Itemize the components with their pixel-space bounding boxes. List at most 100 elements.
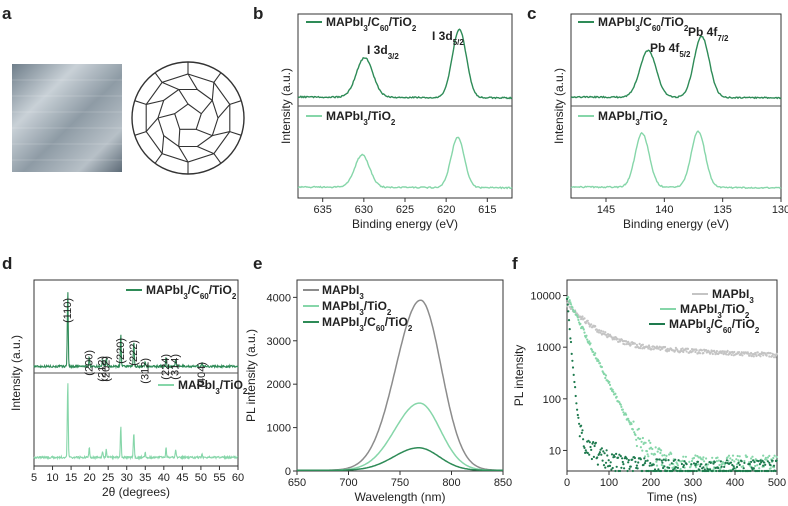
data-point-f-1 xyxy=(625,413,628,416)
data-point-f-2 xyxy=(602,450,605,453)
data-point-f-0 xyxy=(681,347,684,350)
data-point-f-2 xyxy=(593,444,596,448)
reflection-label-4: (220) xyxy=(115,338,127,364)
data-point-f-2 xyxy=(576,413,579,417)
data-point-f-2 xyxy=(742,467,745,470)
data-point-f-0 xyxy=(666,347,669,350)
series-line-b-0 xyxy=(297,28,513,100)
data-point-f-1 xyxy=(705,457,708,460)
data-point-f-1 xyxy=(635,438,638,441)
x-tick-label-c-135: 135 xyxy=(713,204,731,216)
data-point-f-0 xyxy=(725,353,728,356)
data-point-f-1 xyxy=(586,338,589,341)
data-point-f-2 xyxy=(719,460,723,463)
data-point-f-0 xyxy=(755,354,758,358)
data-point-f-1 xyxy=(756,464,759,467)
data-point-f-0 xyxy=(737,351,741,354)
data-point-f-2 xyxy=(599,448,602,451)
data-point-f-1 xyxy=(655,464,659,467)
data-point-f-1 xyxy=(641,449,644,452)
data-point-f-1 xyxy=(765,458,768,461)
data-point-f-1 xyxy=(635,444,639,448)
x-tick-label-d-5: 5 xyxy=(31,472,37,484)
data-point-f-0 xyxy=(774,354,778,357)
data-point-f-2 xyxy=(676,469,679,473)
x-tick-label-d-45: 45 xyxy=(176,472,188,484)
data-point-f-1 xyxy=(639,446,643,449)
data-point-f-0 xyxy=(598,329,601,332)
data-point-f-0 xyxy=(599,331,602,334)
data-point-f-2 xyxy=(666,469,669,472)
data-point-f-1 xyxy=(585,334,588,337)
x-axis-label-b: Binding energy (eV) xyxy=(352,217,458,231)
data-point-f-2 xyxy=(620,466,623,469)
data-point-f-1 xyxy=(615,395,618,398)
data-point-f-2 xyxy=(717,467,720,470)
data-point-f-2 xyxy=(711,469,714,473)
data-point-f-1 xyxy=(694,454,697,457)
data-point-f-1 xyxy=(711,456,714,459)
data-point-f-1 xyxy=(735,458,738,461)
data-point-f-0 xyxy=(604,331,607,334)
data-point-f-1 xyxy=(645,450,649,453)
data-point-f-2 xyxy=(767,469,770,473)
c60-bond xyxy=(211,82,215,101)
data-point-f-2 xyxy=(601,459,604,462)
data-point-f-2 xyxy=(752,459,755,462)
c60-bond xyxy=(134,100,147,105)
data-point-f-1 xyxy=(592,350,595,353)
data-point-f-1 xyxy=(608,383,612,386)
data-point-f-2 xyxy=(658,458,661,461)
data-point-f-2 xyxy=(622,463,625,466)
data-point-f-1 xyxy=(670,452,673,455)
chart-d-xrd: MAPbI3/C60/TiO2 MAPbI3/TiO2 (110) (200) (212… xyxy=(9,279,248,499)
data-point-f-1 xyxy=(754,464,757,468)
x-axis-label-f: Time (ns) xyxy=(647,490,697,504)
data-point-f-1 xyxy=(665,454,668,457)
data-point-f-1 xyxy=(604,376,607,380)
legend-label-c-1: MAPbI3/TiO2 xyxy=(598,109,668,127)
data-point-f-2 xyxy=(674,458,677,461)
data-point-f-2 xyxy=(748,462,751,466)
data-point-f-1 xyxy=(736,454,739,458)
reflection-label-2: (212) xyxy=(97,356,109,382)
c60-bond xyxy=(197,146,215,155)
data-point-f-2 xyxy=(719,469,722,473)
data-point-f-2 xyxy=(766,460,770,463)
data-point-f-1 xyxy=(707,463,710,466)
data-point-f-2 xyxy=(571,366,575,369)
data-point-f-0 xyxy=(702,351,705,355)
data-point-f-2 xyxy=(661,461,664,464)
data-point-f-2 xyxy=(725,459,729,462)
y-axis-label-c: Intensity (a.u.) xyxy=(552,68,566,144)
data-point-f-2 xyxy=(646,459,649,462)
data-point-f-0 xyxy=(759,355,762,358)
x-tick-label-b-625: 625 xyxy=(396,204,414,216)
data-point-f-1 xyxy=(705,466,708,469)
data-point-f-1 xyxy=(632,420,635,423)
data-point-f-2 xyxy=(606,454,609,457)
data-point-f-2 xyxy=(684,469,687,473)
x-tick-label-d-55: 55 xyxy=(213,472,225,484)
data-point-f-1 xyxy=(627,417,630,420)
data-point-f-2 xyxy=(739,469,742,473)
legend-label-f-0: MAPbI3 xyxy=(712,287,754,305)
data-point-f-0 xyxy=(686,347,690,350)
reflection-label-0: (110) xyxy=(62,298,74,323)
data-point-f-2 xyxy=(592,455,596,458)
data-point-f-1 xyxy=(590,348,594,351)
data-point-f-2 xyxy=(761,459,764,462)
c60-bond xyxy=(229,100,242,105)
data-point-f-2 xyxy=(759,459,762,462)
data-point-f-1 xyxy=(684,455,688,458)
data-point-f-1 xyxy=(718,463,721,467)
data-point-f-2 xyxy=(628,467,631,470)
c60-bond xyxy=(178,89,189,105)
data-point-f-1 xyxy=(717,459,721,462)
data-point-f-2 xyxy=(694,462,698,465)
data-point-f-2 xyxy=(575,402,578,405)
c60-bond xyxy=(161,135,165,154)
data-point-f-1 xyxy=(568,299,571,302)
reflection-label-9: (404) xyxy=(196,362,208,388)
legend-label-d-0: MAPbI3/C60/TiO2 xyxy=(146,283,237,301)
